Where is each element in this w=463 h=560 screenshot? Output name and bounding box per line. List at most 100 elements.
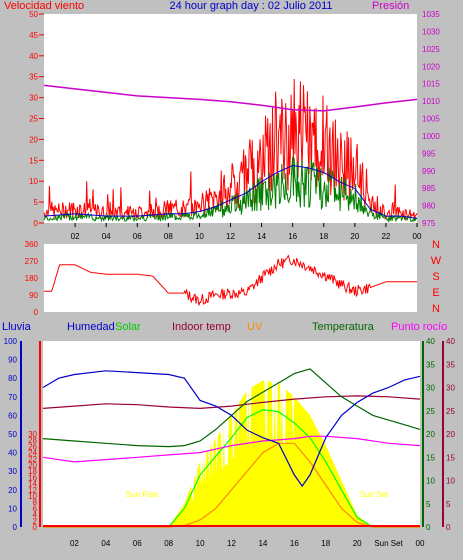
wind-layer <box>43 78 418 224</box>
uv-series <box>43 442 420 528</box>
direction-y-tick-label: 180 <box>25 274 39 283</box>
main-x-tick-label: 12 <box>227 539 236 548</box>
direction-y-tick-label: 270 <box>25 257 39 266</box>
dewpoint-y-tick-label: 35 <box>446 360 455 369</box>
wind-x-tick-label: 08 <box>164 232 173 241</box>
pressure-y-tick-label: 990 <box>422 167 436 176</box>
main-x-tick-label: 02 <box>70 539 79 548</box>
temperature-label: Temperatura <box>312 321 375 333</box>
wind-y-tick-label: 35 <box>29 73 38 82</box>
main-x-tick-label: 14 <box>258 539 267 548</box>
pressure-series <box>43 84 418 112</box>
wind-gust-series <box>43 78 418 221</box>
humidity-y-tick-label: 60 <box>8 411 17 420</box>
dewpoint-label: Punto rocío <box>391 321 447 333</box>
temperature-y-tick-label: 5 <box>426 500 431 509</box>
temperature-y-tick-label: 20 <box>426 430 435 439</box>
main-x-tick-label: 18 <box>321 539 330 548</box>
rain-y-tick-label: 18 <box>28 467 37 476</box>
wind-y-tick-label: 5 <box>34 198 39 207</box>
compass-letter: S <box>432 271 439 283</box>
main-x-tick-label: 10 <box>196 539 205 548</box>
solar-label: Solar <box>115 321 141 333</box>
pressure-y-tick-label: 985 <box>422 184 436 193</box>
indoor-temp-series <box>42 395 421 410</box>
pressure-y-tick-label: 1035 <box>422 10 440 19</box>
wind-x-tick-label: 04 <box>102 232 111 241</box>
rain-y-tick-label: 14 <box>28 480 37 489</box>
wind-x-tick-label: 10 <box>195 232 204 241</box>
wind-x-tick-label: 20 <box>350 232 359 241</box>
rain-y-tick-label: 2 <box>33 517 38 526</box>
temperature-y-tick-label: 30 <box>426 384 435 393</box>
rain-y-tick-label: 4 <box>33 511 38 520</box>
solar-radiation-area <box>168 380 373 527</box>
humidity-y-tick-label: 90 <box>8 356 17 365</box>
rain-y-tick-label: 30 <box>28 430 37 439</box>
dewpoint-y-tick-label: 15 <box>446 453 455 462</box>
direction-panel <box>44 244 417 312</box>
wind-x-tick-label: 18 <box>319 232 328 241</box>
temperature-y-tick-label: 25 <box>426 407 435 416</box>
wind-direction-series <box>44 254 417 306</box>
humidity-y-tick-label: 20 <box>8 486 17 495</box>
dewpoint-y-tick-label: 30 <box>446 384 455 393</box>
dewpoint-y-tick-label: 40 <box>446 337 455 346</box>
dewpoint-y-tick-label: 10 <box>446 477 455 486</box>
temperature-y-tick-label: 0 <box>426 523 431 532</box>
temperature-y-tick-label: 10 <box>426 477 435 486</box>
wind-average-series <box>43 164 418 219</box>
temperature-y-tick-label: 15 <box>426 453 435 462</box>
wind-x-tick-label: 06 <box>133 232 142 241</box>
dewpoint-y-tick-label: 5 <box>446 500 451 509</box>
dewpoint-y-tick-label: 20 <box>446 430 455 439</box>
humidity-y-tick-label: 80 <box>8 374 17 383</box>
wind-y-tick-label: 0 <box>34 219 39 228</box>
wind-x-tick-label: 22 <box>381 232 390 241</box>
main-x-tick-label: 08 <box>164 539 173 548</box>
main-x-tick-label: 00 <box>416 539 425 548</box>
chart-title: 24 hour graph day : 02 Julio 2011 <box>169 0 332 12</box>
compass-letter: W <box>431 255 442 267</box>
wind-y-tick-label: 20 <box>29 135 38 144</box>
wind-x-tick-label: 00 <box>413 232 422 241</box>
pressure-y-tick-label: 1015 <box>422 80 440 89</box>
pressure-y-tick-label: 1000 <box>422 132 440 141</box>
main-x-tick-label: 16 <box>290 539 299 548</box>
humidity-y-tick-label: 30 <box>8 467 17 476</box>
humidity-y-tick-label: 100 <box>4 337 18 346</box>
temperature-series <box>42 368 421 448</box>
compass-letter: N <box>432 303 440 315</box>
compass-letter: E <box>432 287 439 299</box>
compass-letter: N <box>432 239 440 251</box>
rain-y-tick-label: 0 <box>33 523 38 532</box>
temperature-y-tick-label: 40 <box>426 337 435 346</box>
main-layer <box>42 368 421 528</box>
rain-label: Lluvia <box>2 321 32 333</box>
pressure-y-tick-label: 980 <box>422 202 436 211</box>
humidity-y-tick-label: 10 <box>8 504 17 513</box>
pressure-y-tick-label: 975 <box>422 219 436 228</box>
direction-y-tick-label: 90 <box>29 291 38 300</box>
main-x-tick-label: 06 <box>133 539 142 548</box>
wind-y-tick-label: 50 <box>29 10 38 19</box>
pressure-y-tick-label: 1030 <box>422 27 440 36</box>
wind-y-tick-label: 40 <box>29 52 38 61</box>
main-x-tick-label: Sun Set <box>374 539 403 548</box>
sunset-label: Sun Set <box>360 490 389 499</box>
humidity-series <box>42 370 421 488</box>
main-x-tick-label: 20 <box>353 539 362 548</box>
pressure-y-tick-label: 995 <box>422 149 436 158</box>
pressure-label: Presión <box>372 0 409 12</box>
wind-y-tick-label: 25 <box>29 115 38 124</box>
rain-y-tick-label: 28 <box>28 436 37 445</box>
rain-y-tick-label: 8 <box>33 498 38 507</box>
wind-x-tick-label: 14 <box>257 232 266 241</box>
pressure-y-tick-label: 1010 <box>422 97 440 106</box>
rain-y-tick-label: 26 <box>28 442 37 451</box>
wind-x-tick-label: 02 <box>71 232 80 241</box>
direction-y-tick-label: 0 <box>34 308 39 317</box>
pressure-y-tick-label: 1005 <box>422 115 440 124</box>
humidity-label: Humedad <box>67 321 115 333</box>
wind-x-tick-label: 12 <box>226 232 235 241</box>
